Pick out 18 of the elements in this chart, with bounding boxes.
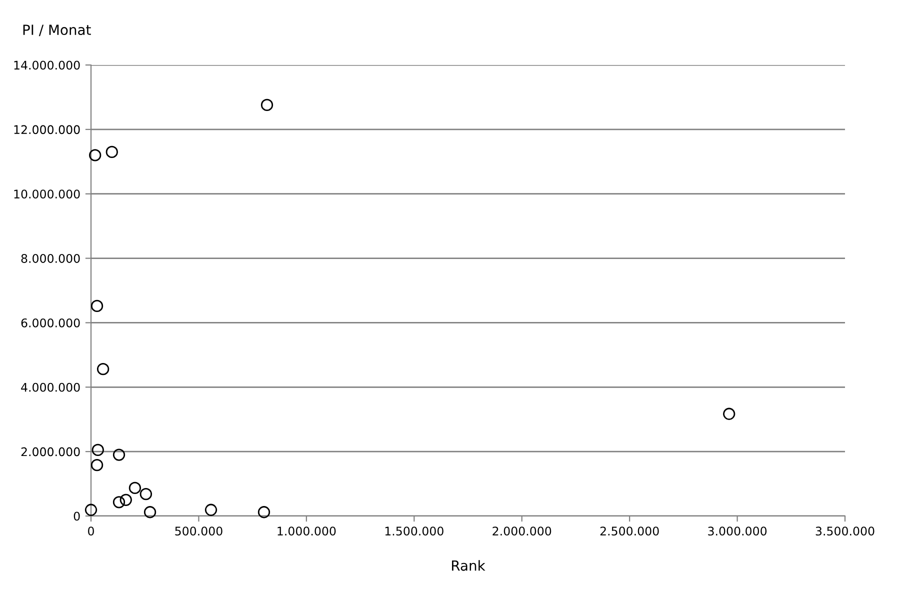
- x-tick-label: 1.500.000: [385, 526, 444, 536]
- x-tick-label: 1.000.000: [278, 526, 336, 536]
- x-tick-label: 0: [88, 526, 94, 536]
- x-axis-title: Rank: [452, 560, 486, 571]
- y-tick-label: 12.000.000: [14, 125, 80, 134]
- y-tick-label: 14.000.000: [14, 60, 80, 70]
- x-tick-label: 3.000.000: [708, 526, 767, 536]
- x-tick-label: 2.500.000: [600, 526, 659, 536]
- y-tick-label: 10.000.000: [14, 190, 80, 199]
- y-tick-label: 6.000.000: [21, 318, 80, 328]
- y-tick-label: 0: [74, 512, 80, 521]
- y-tick-label: 8.000.000: [21, 254, 80, 263]
- y-tick-label: 4.000.000: [21, 382, 80, 392]
- y-axis-title: PI / Monat: [23, 24, 91, 36]
- x-tick-label: 2.000.000: [492, 526, 552, 536]
- y-tick-label: 2.000.000: [21, 447, 80, 456]
- x-tick-label: 3.500.000: [816, 526, 874, 536]
- x-tick-label: 500.000: [175, 526, 222, 536]
